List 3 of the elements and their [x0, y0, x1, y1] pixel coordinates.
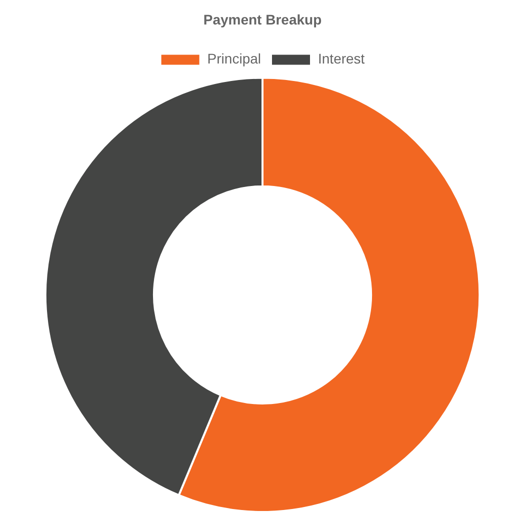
legend-label: Principal — [207, 50, 262, 67]
chart-title: Payment Breakup — [203, 11, 322, 28]
legend-label: Interest — [318, 50, 365, 67]
